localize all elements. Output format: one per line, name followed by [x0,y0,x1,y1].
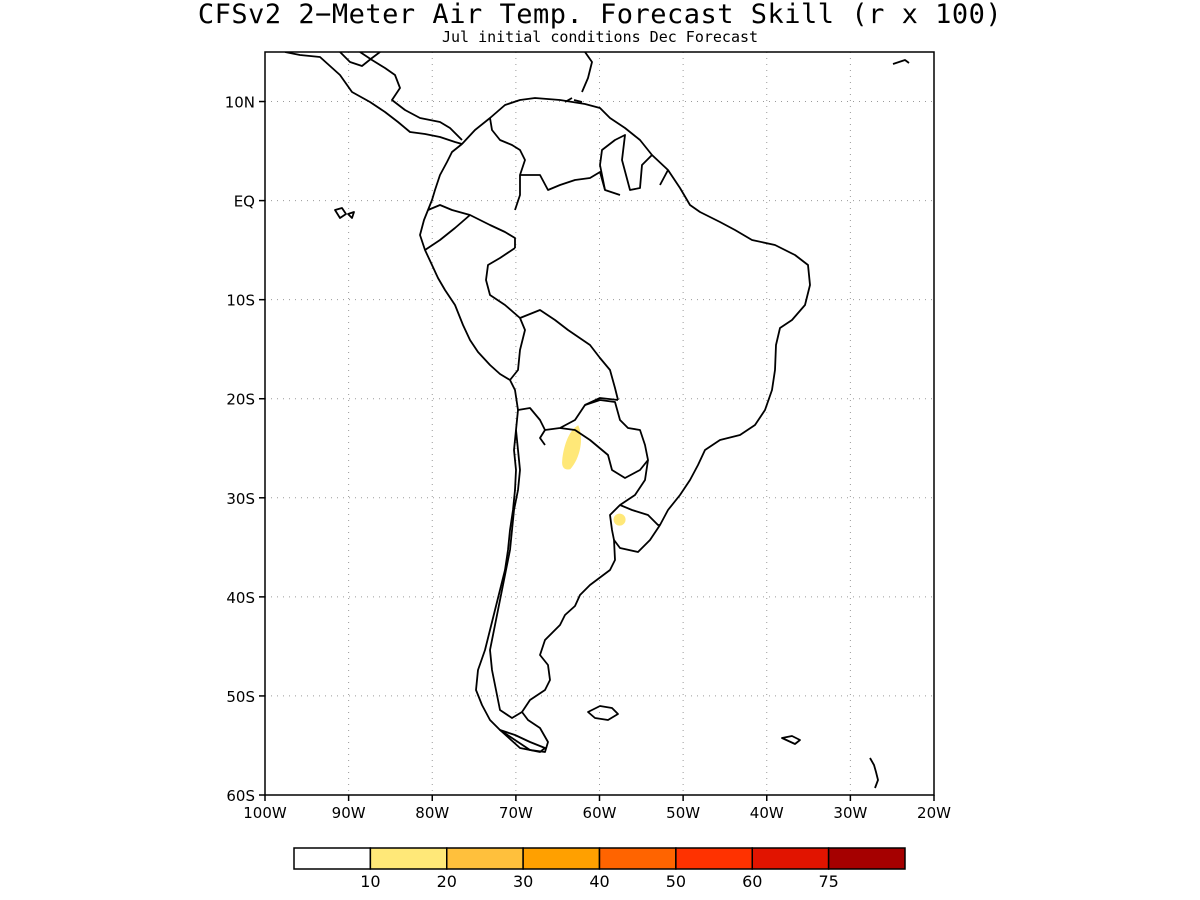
lat-tick-label: 10S [226,292,255,310]
galapagos-islands [334,207,355,219]
lat-tick-label: 60S [226,787,255,805]
colorbar-label: 60 [742,872,762,891]
colorbar-label: 20 [437,872,457,891]
skill-area-northern-argentina [562,425,582,470]
lon-tick-label: 100W [243,804,287,822]
colorbar-swatch [293,847,372,870]
colorbar-swatch [446,847,524,870]
colorbar-swatch [369,847,448,870]
lon-tick-label: 80W [415,804,449,822]
border-venezuela-brazil [520,171,621,196]
border-colombia-ecuador-peru [427,204,516,248]
lat-tick-label: 10N [225,94,255,112]
lon-tick-label: 40W [750,804,784,822]
skill-area-uruguay-west [613,513,626,526]
trinidad-caribbean [564,52,593,103]
tierra-del-fuego [499,729,546,753]
lon-tick-label: 90W [332,804,366,822]
border-guianas [599,134,669,191]
colorbar-swatch [522,847,601,870]
colorbar-swatch [827,847,906,870]
yucatan-coast [339,52,381,67]
border-colombia-venezuela [489,117,526,211]
border-bolivia-brazil [519,309,619,401]
colorbar-label: 30 [513,872,533,891]
colorbar-label: 40 [589,872,609,891]
border-ecuador-peru [424,214,471,251]
colorbar-swatch [675,847,753,870]
lon-tick-label: 60W [583,804,617,822]
lon-tick-label: 70W [499,804,533,822]
lat-tick-label: EQ [234,193,255,211]
border-brazil-argentina [539,429,546,446]
south-sandwich [869,757,879,789]
lat-tick-label: 20S [226,391,255,409]
lon-tick-label: 50W [666,804,700,822]
colorbar-swatch [751,847,830,870]
colorbar-label: 75 [818,872,838,891]
colorbar-label: 10 [360,872,380,891]
central-america-coast-north [359,52,463,141]
south-america-coast [419,97,811,753]
colorbar-swatch [598,847,677,870]
central-america-coast [284,52,463,145]
lat-tick-label: 40S [226,589,255,607]
lat-tick-label: 50S [226,688,255,706]
colorbar: 10 20 30 40 50 60 75 [293,847,906,891]
border-chile-argentina [489,429,523,719]
lon-tick-label: 30W [833,804,867,822]
coastlines [284,52,910,789]
chart-subtitle: Jul initial conditions Dec Forecast [441,28,759,46]
skill-shading [562,425,626,526]
lat-tick-label: 30S [226,490,255,508]
chart-title: CFSv2 2−Meter Air Temp. Forecast Skill (… [197,0,1003,30]
south-georgia [781,735,801,745]
map-frame [264,51,935,796]
border-argentina-brazil-uruguay [609,459,660,541]
colorbar-label: 50 [666,872,686,891]
lon-tick-label: 20W [917,804,951,822]
border-bolivia-south [517,397,619,431]
azores-fragment [892,59,910,65]
border-peru-brazil [485,247,526,381]
falkland-islands [587,705,619,721]
